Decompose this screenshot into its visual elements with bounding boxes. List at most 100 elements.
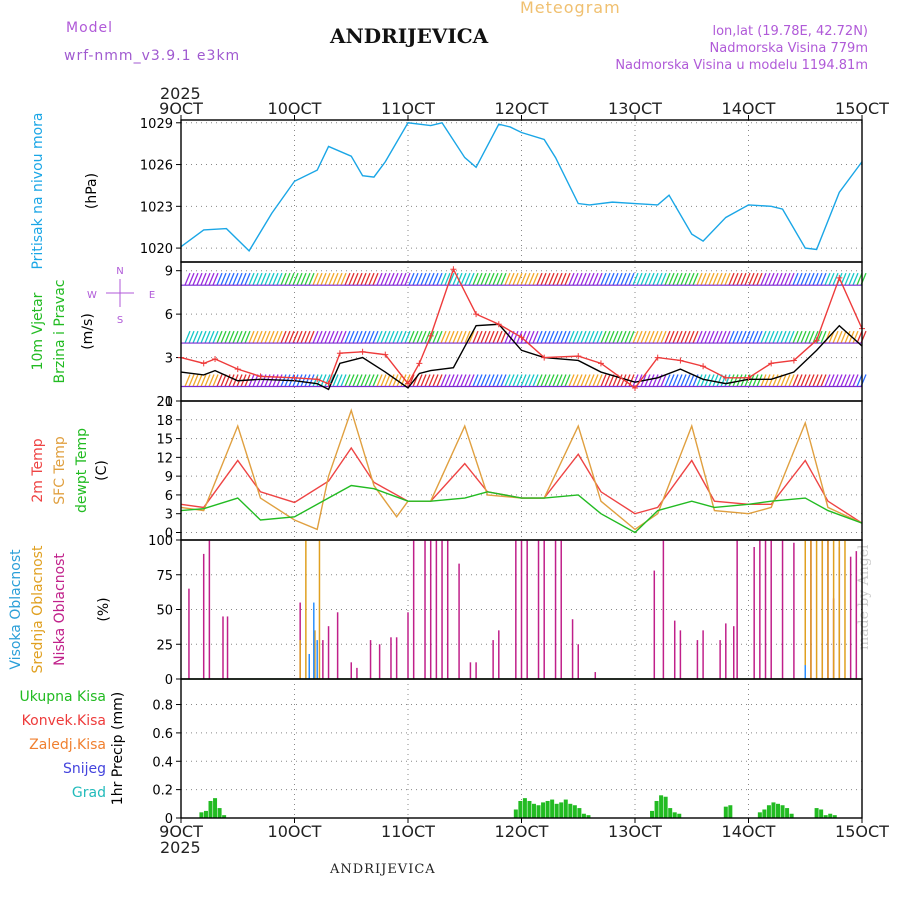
wind-barb [684,330,691,344]
wind-barb [184,374,191,387]
wind-barb [440,374,447,387]
wind-barb [740,272,747,286]
wind-barb [444,374,451,387]
wind-barb [564,330,571,344]
wind-barb [296,272,303,286]
wind-barb [704,272,711,286]
wind-barb [780,374,787,387]
wind-barb [708,330,715,344]
wind-barb [452,374,459,387]
ytick-label-pressure: 1029 [140,117,173,132]
wind-barb [720,330,727,344]
wind-barb [244,330,251,344]
wind-barb [724,374,731,387]
gust-point [450,266,457,273]
compass-cross [106,279,134,307]
wind-barb [260,272,267,286]
wind-barb [640,272,647,286]
wind-barb [544,272,551,286]
wind-barb [264,272,271,286]
wind-barb [616,272,623,286]
wind-barb [388,272,395,286]
wind-barb [744,374,751,387]
precip-bar [832,815,837,818]
ylabel-wind: (m/s) [80,313,96,350]
lonlat-label: lon,lat (19.78E, 42.72N) [712,24,868,39]
wind-barb [604,374,611,387]
wind-barb [728,330,735,344]
wind-barb [812,374,819,387]
wind-barb [212,374,219,387]
wind-barb [452,330,459,344]
wind-barb [556,374,563,387]
wind-barb [332,330,339,344]
wind-barb [220,374,227,387]
wind-barb [588,272,595,286]
wind-barb [812,330,819,344]
wind-barb [816,330,823,344]
gust-point [722,374,729,381]
wind-barb [224,272,231,286]
wind-barb [852,374,859,387]
wind-barb [676,374,683,387]
wind-barb [796,330,803,344]
wind-barb [692,330,699,344]
wind-barb [448,272,455,286]
wind-barb [536,272,543,286]
gust-point [212,356,219,363]
gust-point [677,357,684,364]
precip-bar [559,802,564,818]
wind-barb [404,272,411,286]
panel-precipitation: 0 0.2 0.4 0.6 0.8 [152,678,863,827]
wind-barb [528,272,535,286]
precip-bar [554,803,559,818]
wind-barb [836,374,843,387]
wind-barb [292,272,299,286]
wind-barb [196,272,203,286]
year-top-label: 2025 [160,84,201,103]
wind-barb [752,330,759,344]
wind-barb [676,272,683,286]
wind-barb [772,272,779,286]
wind-barb [856,330,863,344]
precip-bar [672,812,677,818]
ytick-label-temperature: 9 [165,470,173,485]
wind-barb [368,330,375,344]
wind-barb [756,272,763,286]
wind-barb [788,272,795,286]
wind-barb [408,330,415,344]
wind-barb [720,374,727,387]
wind-barb [280,330,287,344]
altitude-label: Nadmorska Visina 779m [709,41,869,56]
wind-barb [844,330,851,344]
wind-barb [556,272,563,286]
wind-barb [832,374,839,387]
precip-bar [545,800,550,818]
wind-barb [824,374,831,387]
xtick-label-bottom: 11OCT [381,822,435,841]
wind-barb [628,272,635,286]
wind-barb [684,374,691,387]
precip-bar [757,812,762,818]
wind-barb [324,330,331,344]
ylabel-wind: 10m Vjetar [30,292,46,370]
wind-barb [420,272,427,286]
ylabel-clouds: (%) [96,597,112,621]
wind-barb [356,374,363,387]
wind-barb [572,330,579,344]
wind-barb [768,272,775,286]
xtick-label-top: 11OCT [381,99,435,118]
wind-barb [784,272,791,286]
ytick-label-wind: 6 [165,308,173,323]
xtick-label-bottom: 9OCT [159,822,203,841]
ylabel-temperature: (C) [94,460,110,481]
wind-barb [580,374,587,387]
wind-barb [280,272,287,286]
ytick-label-clouds: 100 [148,534,173,549]
wind-barb [472,374,479,387]
wind-barb [356,330,363,344]
wind-barb [708,272,715,286]
precip-bar [550,799,555,818]
wind-barb [608,272,615,286]
